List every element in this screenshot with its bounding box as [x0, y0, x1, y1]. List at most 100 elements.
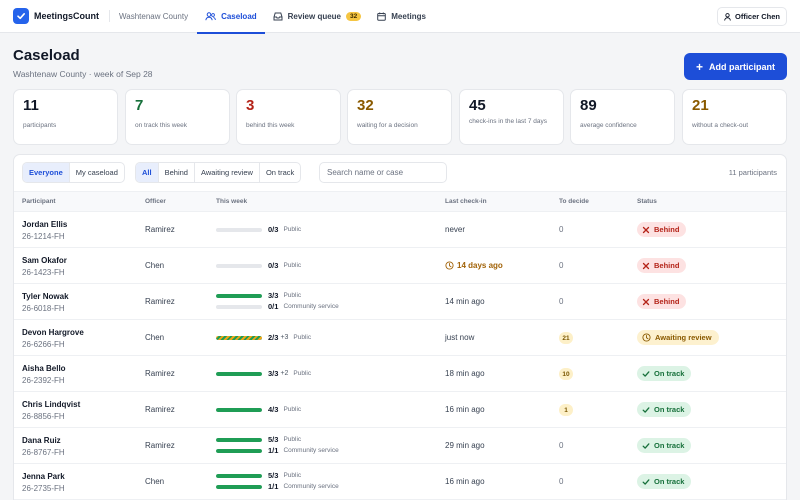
tab-meetings-label: Meetings: [391, 11, 426, 21]
case-number: 26-1214-FH: [22, 232, 65, 241]
case-number: 26-2735-FH: [22, 484, 65, 493]
stat-label: check-ins in the last 7 days: [469, 118, 548, 125]
last-check-in-cell: 29 min ago: [445, 441, 485, 450]
column-participant[interactable]: Participant: [22, 198, 56, 205]
table-row[interactable]: Aisha Bello 26-2392-FH Ramirez 3/3 +2 Public 1…: [14, 356, 786, 392]
progress-line: 1/1 Community service: [216, 445, 339, 456]
table-row[interactable]: Jenna Park 26-2735-FH Chen 5/3 Public 1/1 Comm…: [14, 464, 786, 500]
app-name: MeetingsCount: [34, 11, 99, 21]
stat-label: waiting for a decision: [357, 122, 418, 129]
top-nav: MeetingsCount Washtenaw County Caseload …: [0, 0, 800, 34]
column-this-week[interactable]: This week: [216, 198, 248, 205]
status-filter: All Behind Awaiting review On track: [135, 162, 302, 183]
progress-value: 1/1: [268, 446, 279, 455]
column-status[interactable]: Status: [637, 198, 657, 205]
participant-name[interactable]: Jenna Park: [22, 472, 65, 481]
participant-name[interactable]: Jordan Ellis: [22, 220, 68, 229]
progress-fill: [216, 473, 262, 478]
progress-fill: [216, 448, 262, 453]
to-decide-count: 0: [559, 477, 564, 486]
table-row[interactable]: Tyler Nowak 26-6018-FH Ramirez 3/3 Public 0/1…: [14, 284, 786, 320]
officer-menu-button[interactable]: Officer Chen: [716, 7, 787, 26]
status-text: Behind: [654, 297, 680, 306]
filter-on-track[interactable]: On track: [265, 168, 295, 177]
to-decide-badge[interactable]: 21: [559, 332, 573, 344]
column-last-check-in[interactable]: Last check-in: [445, 198, 487, 205]
progress-line: 1/1 Community service: [216, 481, 339, 492]
last-check-in: 16 min ago: [445, 405, 485, 414]
table-row[interactable]: Devon Hargrove 26-6266-FH Chen 2/3 +3 Public j…: [14, 320, 786, 356]
stat-card-participants: 11 participants: [13, 89, 118, 145]
add-participant-button[interactable]: + Add participant: [684, 53, 787, 80]
last-check-in: 14 min ago: [445, 297, 485, 306]
last-check-in-cell: never: [445, 225, 465, 234]
participant-name[interactable]: Tyler Nowak: [22, 292, 69, 301]
to-decide-cell: 0: [559, 225, 563, 234]
status-badge: Behind: [637, 222, 687, 237]
tab-meetings[interactable]: Meetings: [369, 0, 434, 33]
tab-caseload[interactable]: Caseload: [197, 0, 265, 34]
table-row[interactable]: Chris Lindqvist 26-8856-FH Ramirez 4/3 Publi…: [14, 392, 786, 428]
table-row[interactable]: Sam Okafor 26-1423-FH Chen 0/3 Public 14 days…: [14, 248, 786, 284]
this-week-cell: 0/3 Public: [216, 260, 301, 271]
participant-name[interactable]: Sam Okafor: [22, 256, 67, 265]
progress-category: Community service: [283, 303, 339, 310]
status-badge: Behind: [637, 258, 687, 273]
participant-name[interactable]: Chris Lindqvist: [22, 400, 81, 409]
participant-cell: Tyler Nowak 26-6018-FH: [22, 292, 69, 313]
status-text: Awaiting review: [655, 333, 712, 342]
progress-category: Public: [283, 292, 302, 299]
user-icon: [724, 12, 731, 21]
participant-cell: Devon Hargrove 26-6266-FH: [22, 328, 84, 349]
to-decide-badge[interactable]: 1: [559, 404, 573, 416]
to-decide-cell: 10: [559, 368, 573, 380]
progress-bar: [216, 227, 262, 232]
check-icon: [642, 442, 650, 449]
table-row[interactable]: Jordan Ellis 26-1214-FH Ramirez 0/3 Public ne…: [14, 212, 786, 248]
filter-all[interactable]: All: [136, 163, 159, 182]
last-check-in-text: 14 days ago: [457, 261, 503, 270]
participant-name[interactable]: Aisha Bello: [22, 364, 66, 373]
progress-line: 3/3 Public: [216, 290, 339, 301]
participant-cell: Jordan Ellis 26-1214-FH: [22, 220, 67, 241]
last-check-in: just now: [445, 333, 475, 342]
to-decide-badge[interactable]: 10: [559, 368, 573, 380]
progress-extra: +3: [280, 334, 289, 341]
plus-icon: +: [695, 59, 703, 74]
filter-everyone[interactable]: Everyone: [23, 163, 70, 182]
brand[interactable]: MeetingsCount: [13, 0, 99, 33]
filter-awaiting-review[interactable]: Awaiting review: [195, 163, 260, 182]
x-circle-icon: [642, 262, 650, 269]
case-number: 26-2392-FH: [22, 376, 65, 385]
status-cell: Awaiting review: [637, 330, 719, 345]
column-to-decide[interactable]: To decide: [559, 198, 589, 205]
inbox-icon: [273, 12, 283, 20]
to-decide-cell: 1: [559, 404, 573, 416]
column-officer[interactable]: Officer: [145, 198, 166, 205]
status-cell: On track: [637, 402, 692, 417]
officer-name: Chen: [145, 333, 165, 342]
filter-my-caseload[interactable]: My caseload: [75, 168, 118, 177]
progress-category: Public: [293, 334, 312, 341]
filter-behind[interactable]: Behind: [159, 163, 195, 182]
officer-name: Ramirez: [145, 441, 175, 450]
progress-fill: [216, 437, 262, 442]
tab-review-queue[interactable]: Review queue 32: [265, 0, 370, 33]
status-text: On track: [654, 477, 685, 486]
add-participant-label: Add participant: [709, 61, 776, 72]
participant-name[interactable]: Devon Hargrove: [22, 328, 84, 337]
status-badge: On track: [637, 402, 692, 417]
check-icon: [642, 370, 650, 377]
case-number: 26-6266-FH: [22, 340, 65, 349]
participant-name[interactable]: Dana Ruiz: [22, 436, 61, 445]
progress-bar: [216, 304, 262, 309]
table-row[interactable]: Dana Ruiz 26-8767-FH Ramirez 5/3 Public 1/1 Co…: [14, 428, 786, 464]
progress-bar: [216, 473, 262, 478]
last-check-in-cell: 14 days ago: [445, 261, 503, 270]
clock-icon: [642, 333, 651, 342]
case-number: 26-8856-FH: [22, 412, 65, 421]
status-cell: On track: [637, 438, 692, 453]
to-decide-count: 0: [559, 441, 564, 450]
search-input[interactable]: [319, 162, 447, 183]
stat-value: 11: [23, 97, 39, 114]
